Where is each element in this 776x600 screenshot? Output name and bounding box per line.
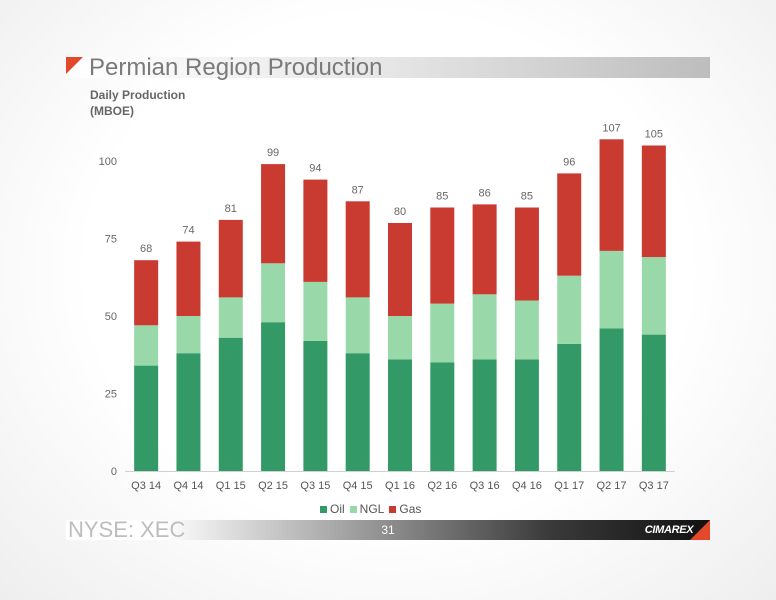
bar-ngl-q2-17 (599, 250, 624, 329)
bar-oil-q2-15 (261, 322, 286, 471)
legend-label-ngl: NGL (359, 502, 385, 516)
legend-swatch-gas (389, 505, 397, 513)
bar-oil-q4-15 (345, 353, 370, 471)
data-label-total: 87 (352, 184, 364, 196)
bar-ngl-q4-15 (345, 297, 370, 354)
bar-gas-q1-16 (388, 223, 412, 316)
page-number: 31 (381, 523, 395, 537)
bar-gas-q2-15 (261, 164, 286, 264)
bar-gas-q3-16 (472, 204, 497, 295)
bar-gas-q2-17 (599, 139, 624, 251)
subtitle-line-2: (MBOE) (90, 104, 134, 118)
x-tick-label: Q4 14 (173, 480, 203, 492)
x-tick-label: Q2 15 (258, 480, 288, 492)
legend-item-ngl: NGL (349, 502, 385, 516)
x-tick-label: Q3 15 (300, 480, 330, 492)
x-tick-label: Q1 16 (385, 480, 415, 492)
bar-ngl-q3-15 (303, 281, 328, 341)
x-tick-label: Q1 17 (554, 480, 584, 492)
data-label-total: 86 (478, 187, 490, 199)
chart-subtitle: Daily Production (MBOE) (90, 87, 185, 119)
data-label-total: 99 (267, 147, 279, 159)
title-bar (66, 57, 710, 78)
bar-oil-q3-17 (641, 334, 666, 471)
bar-oil-q1-16 (388, 359, 412, 471)
x-tick-label: Q4 15 (343, 480, 373, 492)
data-label-total: 80 (394, 206, 406, 218)
bar-gas-q1-17 (557, 173, 582, 276)
x-tick-label: Q3 17 (639, 480, 669, 492)
legend-item-gas: Gas (389, 502, 421, 516)
data-label-total: 107 (602, 122, 620, 134)
data-label-total: 94 (309, 163, 321, 175)
bar-gas-q2-16 (430, 207, 455, 304)
bar-gas-q4-16 (514, 207, 539, 301)
chart-legend: Oil NGL Gas (320, 502, 426, 516)
legend-label-gas: Gas (399, 502, 422, 516)
bar-gas-q3-17 (641, 145, 666, 258)
company-logo: CIMAREX (644, 524, 694, 536)
title-accent-triangle (66, 57, 83, 74)
bar-oil-q2-16 (430, 362, 455, 471)
bar-oil-q2-17 (599, 328, 624, 471)
legend-swatch-oil (320, 505, 327, 513)
x-tick-label: Q1 15 (216, 480, 246, 492)
data-label-total: 105 (645, 129, 663, 141)
bar-ngl-q2-16 (430, 303, 455, 363)
bar-ngl-q1-17 (557, 275, 582, 344)
bar-gas-q4-14 (176, 241, 201, 316)
x-tick-label: Q3 16 (470, 480, 500, 492)
x-tick-label: Q2 17 (597, 480, 627, 492)
y-tick-label: 50 (105, 311, 117, 323)
slide-title: Permian Region Production (89, 54, 383, 81)
footer-bar (66, 520, 710, 540)
bar-gas-q4-15 (345, 201, 370, 298)
bar-gas-q3-15 (303, 179, 328, 282)
bar-gas-q3-14 (134, 260, 159, 326)
legend-item-oil: Oil (320, 502, 345, 516)
data-label-total: 81 (225, 203, 237, 215)
bar-oil-q4-14 (176, 353, 201, 471)
bar-ngl-q3-17 (641, 257, 666, 335)
data-label-total: 85 (521, 191, 533, 203)
bar-gas-q1-15 (218, 219, 243, 298)
legend-swatch-ngl (349, 505, 357, 513)
bar-ngl-q1-16 (388, 316, 412, 360)
y-tick-label: 25 (105, 389, 117, 401)
data-label-total: 68 (140, 243, 152, 255)
bar-oil-q3-16 (472, 359, 497, 471)
x-tick-label: Q2 16 (427, 480, 457, 492)
bar-ngl-q3-16 (472, 294, 497, 360)
bar-oil-q3-15 (303, 340, 328, 471)
bar-oil-q1-15 (218, 337, 243, 471)
y-tick-label: 75 (105, 234, 117, 246)
data-label-total: 74 (182, 225, 194, 237)
footer-accent-triangle (690, 520, 710, 540)
x-tick-label: Q3 14 (131, 480, 161, 492)
y-tick-label: 100 (99, 156, 117, 168)
stock-ticker: NYSE: XEC (68, 517, 186, 542)
data-label-total: 85 (436, 191, 448, 203)
legend-label-oil: Oil (330, 502, 345, 516)
bar-oil-q3-14 (134, 365, 159, 471)
y-tick-label: 0 (111, 466, 117, 478)
bar-oil-q1-17 (557, 343, 582, 471)
bar-ngl-q4-14 (176, 316, 201, 354)
bar-oil-q4-16 (514, 359, 539, 471)
bar-ngl-q3-14 (134, 325, 159, 366)
data-label-total: 96 (563, 156, 575, 168)
bar-ngl-q2-15 (261, 263, 286, 323)
subtitle-line-1: Daily Production (90, 88, 186, 102)
bar-ngl-q1-15 (218, 297, 243, 338)
bar-ngl-q4-16 (514, 300, 539, 360)
x-tick-label: Q4 16 (512, 480, 542, 492)
